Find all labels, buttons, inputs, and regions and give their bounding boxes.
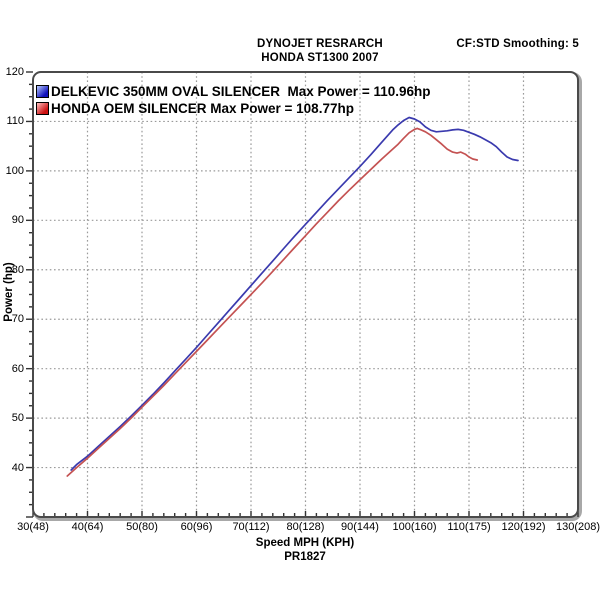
- power-curve-honda-oem: [66, 127, 479, 477]
- legend: DELKEVIC 350MM OVAL SILENCER Max Power =…: [36, 83, 431, 117]
- y-tick-label: 60: [11, 362, 24, 375]
- run-id: PR1827: [284, 551, 326, 563]
- legend-label: DELKEVIC 350MM OVAL SILENCER Max Power =…: [51, 84, 431, 99]
- x-tick-label: 110(175): [447, 521, 491, 533]
- legend-swatch-red-icon: [36, 102, 49, 115]
- legend-item: HONDA OEM SILENCER Max Power = 108.77hp: [36, 100, 431, 117]
- y-tick-label: 70: [11, 313, 24, 326]
- x-tick-label: 40(64): [71, 521, 104, 533]
- power-curve-delkevic: [70, 116, 519, 471]
- plot-background: [33, 72, 578, 517]
- x-tick-label: 130(208): [555, 521, 600, 533]
- legend-item: DELKEVIC 350MM OVAL SILENCER Max Power =…: [36, 83, 431, 100]
- chart-title: DYNOJET RESRARCH: [257, 38, 383, 50]
- x-tick-label: 120(192): [501, 521, 546, 533]
- x-tick-label: 90(144): [341, 521, 379, 533]
- x-axis-title: Speed MPH (KPH): [255, 537, 355, 549]
- chart-subtitle: HONDA ST1300 2007: [261, 52, 379, 64]
- y-tick-label: 50: [11, 412, 24, 425]
- x-tick-label: 100(160): [392, 521, 437, 533]
- y-tick-label: 120: [5, 66, 24, 78]
- y-tick-label: 40: [11, 461, 24, 474]
- x-tick-label: 70(112): [232, 521, 270, 533]
- y-tick-label: 110: [6, 115, 24, 128]
- x-tick-label: 50(80): [126, 521, 158, 533]
- y-tick-label: 90: [11, 214, 24, 227]
- plot-border: [32, 71, 579, 518]
- y-tick-label: 100: [5, 164, 24, 177]
- legend-swatch-blue-icon: [36, 85, 49, 98]
- y-tick-label: 80: [11, 263, 24, 276]
- x-tick-label: 60(96): [180, 521, 213, 533]
- legend-label: HONDA OEM SILENCER Max Power = 108.77hp: [51, 101, 354, 116]
- smoothing-info: CF:STD Smoothing: 5: [456, 38, 579, 50]
- x-tick-label: 80(128): [286, 521, 325, 533]
- x-tick-label: 30(48): [17, 521, 49, 533]
